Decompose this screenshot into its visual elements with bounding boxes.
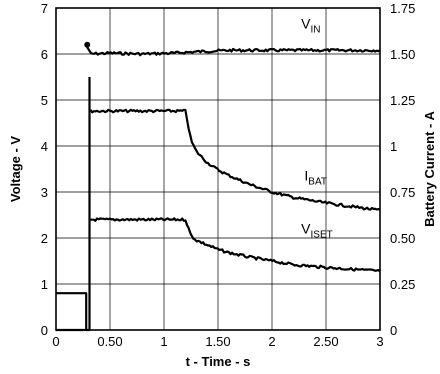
series-point-vin-spike [84, 41, 91, 48]
x-tick-label-1: 0.50 [97, 334, 122, 349]
y2-tick-label-7: 1.75 [390, 1, 415, 16]
y-axis-title: Voltage - V [8, 136, 23, 203]
tick-labels: 0 0.50 1 1.50 2 2.50 30123456700.250.500.7511.… [41, 1, 416, 349]
y2-axis-title: Battery Current - A [422, 110, 437, 226]
grid [56, 8, 380, 330]
traces [56, 41, 381, 332]
series-line-ibat [89, 108, 381, 211]
y-tick-label-0: 0 [41, 323, 48, 338]
series-line-viset [90, 217, 381, 273]
x-tick-label-6: 3 [376, 334, 383, 349]
series-label-viset: VISET [301, 220, 333, 240]
plot-frame [55, 7, 381, 331]
y-tick-label-7: 7 [41, 1, 48, 16]
y-tick-label-2: 2 [41, 231, 48, 246]
y2-tick-label-5: 1.25 [390, 93, 415, 108]
y-tick-label-4: 4 [41, 139, 48, 154]
series-line-pre-charge [56, 77, 91, 332]
y2-tick-label-3: 0.75 [390, 185, 415, 200]
y-tick-label-3: 3 [41, 185, 48, 200]
y2-tick-label-1: 0.25 [390, 277, 415, 292]
y2-tick-label-2: 0.50 [390, 231, 415, 246]
x-tick-label-5: 2.50 [313, 334, 338, 349]
annotations: VIN IBAT VISET [301, 16, 333, 241]
x-tick-label-0: 0 [52, 334, 59, 349]
y2-tick-label-6: 1.50 [390, 47, 415, 62]
series-line-vin [85, 44, 381, 57]
series-label-ibat: IBAT [304, 168, 327, 188]
y2-tick-label-0: 0 [390, 323, 397, 338]
x-tick-label-4: 2 [268, 334, 275, 349]
x-tick-label-2: 1 [160, 334, 167, 349]
y-tick-label-6: 6 [41, 47, 48, 62]
y-tick-label-1: 1 [41, 277, 48, 292]
y2-tick-label-4: 1 [390, 139, 397, 154]
x-axis-title: t - Time - s [186, 354, 251, 369]
x-tick-label-3: 1.50 [205, 334, 230, 349]
series-label-vin: VIN [301, 16, 320, 36]
y-tick-label-5: 5 [41, 93, 48, 108]
